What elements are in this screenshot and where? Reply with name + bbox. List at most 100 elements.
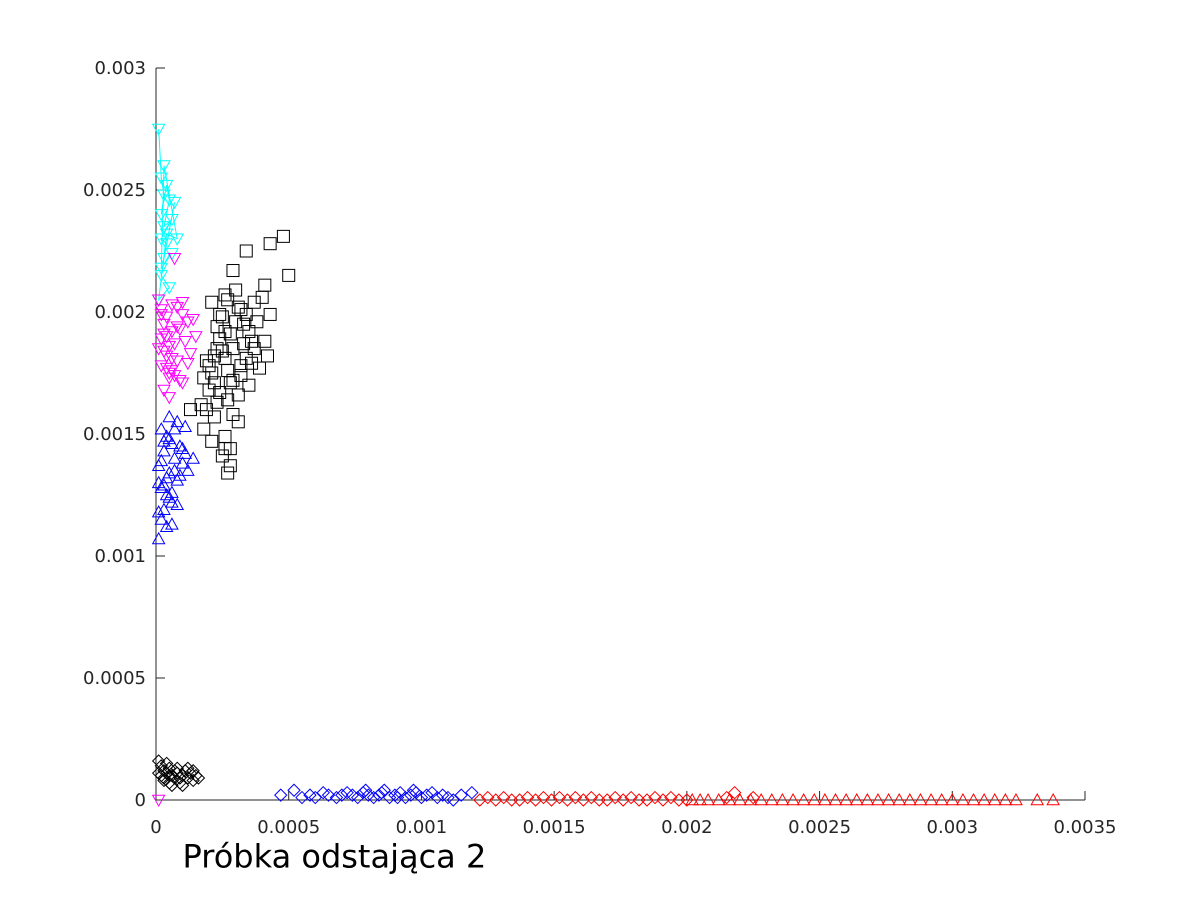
data-point-triangle-down (162, 372, 177, 385)
data-point-diamond (186, 764, 200, 778)
data-point-triangle-up (685, 792, 700, 806)
data-point-square (207, 349, 221, 363)
data-point-triangle-down (154, 309, 169, 322)
data-point-diamond (584, 790, 599, 805)
data-point-square (255, 290, 269, 304)
data-point-square (205, 295, 219, 309)
data-point-triangle-up (998, 792, 1013, 806)
data-point-square (226, 342, 240, 356)
data-point-triangle-down (159, 331, 174, 344)
data-point-diamond (295, 790, 309, 805)
data-point-square (231, 388, 245, 402)
data-point-square (245, 356, 259, 370)
data-point-triangle-up (154, 512, 169, 525)
data-point-triangle-up (1009, 792, 1023, 806)
data-point-triangle-down (157, 160, 171, 173)
data-point-triangle-down (183, 348, 198, 361)
data-point-square (250, 315, 264, 329)
data-point-square (239, 351, 253, 365)
data-point-triangle-up (892, 792, 907, 806)
data-point-diamond (329, 790, 344, 805)
data-point-square (253, 361, 267, 375)
data-point-square (234, 359, 248, 373)
data-point-triangle-down (162, 194, 177, 207)
data-point-triangle-down (175, 309, 190, 322)
data-point-triangle-up (151, 458, 166, 472)
data-point-square (263, 237, 277, 251)
data-point-triangle-up (754, 792, 769, 806)
data-point-triangle-down (154, 209, 169, 222)
data-point-triangle-up (165, 517, 179, 530)
data-point-square (223, 459, 237, 473)
data-point-square (194, 398, 208, 412)
data-point-square (215, 310, 229, 324)
data-point-diamond (608, 790, 622, 805)
data-point-triangle-down (167, 338, 182, 351)
data-point-triangle-up (966, 792, 981, 806)
data-point-diamond (465, 785, 479, 800)
data-point-square (202, 383, 216, 397)
data-point-diamond (624, 790, 638, 805)
data-point-triangle-up (157, 434, 171, 447)
data-point-diamond (374, 785, 389, 800)
data-point-triangle-down (167, 196, 182, 210)
data-point-triangle-up (722, 792, 737, 806)
data-point-triangle-up (170, 473, 185, 486)
data-point-triangle-up (151, 505, 166, 518)
y-tick-label: 0.0025 (83, 180, 146, 201)
data-point-square (247, 342, 261, 356)
data-point-diamond (165, 778, 179, 793)
data-point-diamond (536, 790, 551, 805)
data-point-triangle-down (157, 328, 171, 341)
data-point-triangle-up (987, 792, 1002, 806)
data-point-square (210, 395, 224, 409)
data-point-triangle-down (162, 282, 177, 295)
data-point-triangle-up (151, 531, 166, 545)
data-point-triangle-up (956, 792, 970, 806)
data-point-diamond (489, 793, 503, 807)
series-group (151, 253, 203, 808)
data-point-triangle-up (173, 439, 187, 452)
data-point-triangle-down (162, 340, 177, 354)
data-point-triangle-up (162, 490, 177, 503)
data-point-triangle-down (165, 365, 179, 378)
data-point-triangle-down (154, 304, 169, 317)
data-point-triangle-up (902, 792, 917, 806)
data-point-diamond (372, 788, 386, 802)
data-point-triangle-down (170, 301, 185, 315)
data-point-triangle-down (165, 326, 179, 339)
data-point-triangle-down (159, 179, 174, 193)
data-point-triangle-up (167, 463, 182, 476)
y-tick-label: 0.0015 (83, 424, 146, 445)
data-point-triangle-down (157, 221, 171, 234)
data-point-square (207, 376, 221, 390)
data-point-triangle-up (881, 792, 896, 806)
data-point-triangle-up (807, 792, 822, 806)
data-point-diamond (414, 790, 429, 805)
data-point-diamond (446, 793, 460, 807)
data-point-diamond (648, 790, 662, 805)
data-point-square (242, 378, 256, 392)
data-point-square (221, 293, 235, 307)
data-point-triangle-down (157, 318, 171, 332)
data-point-triangle-up (157, 444, 171, 457)
x-tick-label: 0.001 (396, 817, 448, 838)
data-point-diamond (358, 783, 373, 797)
data-point-square (231, 415, 245, 429)
data-point-diamond (274, 788, 288, 802)
data-point-square (215, 449, 229, 463)
data-point-square (263, 307, 277, 321)
data-point-triangle-up (934, 792, 949, 806)
data-point-square (223, 442, 237, 456)
data-point-triangle-up (775, 792, 790, 806)
data-point-triangle-up (186, 451, 201, 464)
data-point-square (218, 429, 232, 443)
tick-labels: 0 0.0005 0.001 0.0015 0.002 0.0025 0.003 0 0.000… (83, 58, 1116, 838)
data-point-square (199, 403, 213, 417)
data-point-square (245, 334, 259, 348)
data-point-square (226, 373, 240, 387)
data-point-triangle-up (157, 502, 171, 515)
data-point-square (221, 466, 235, 480)
data-point-triangle-down (159, 238, 174, 251)
data-point-diamond (162, 768, 176, 783)
